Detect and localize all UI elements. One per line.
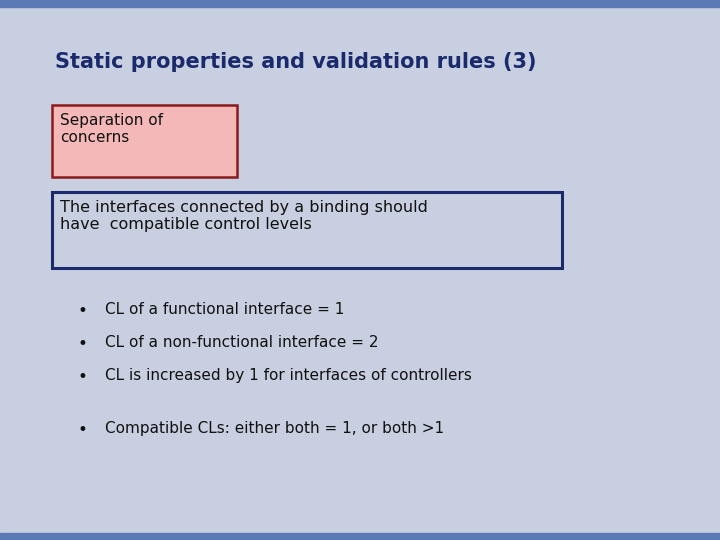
Text: •: • [78,368,88,386]
Text: The interfaces connected by a binding should
have  compatible control levels: The interfaces connected by a binding sh… [60,200,428,232]
Text: •: • [78,302,88,320]
Text: CL of a non-functional interface = 2: CL of a non-functional interface = 2 [105,335,379,350]
Text: •: • [78,335,88,353]
Bar [0,0,720,7]
Text: •: • [78,421,88,439]
Text: Static properties and validation rules (3): Static properties and validation rules (… [55,52,536,72]
Text: Separation of
concerns: Separation of concerns [60,113,163,145]
Text: Compatible CLs: either both = 1, or both >1: Compatible CLs: either both = 1, or both… [105,421,444,436]
Text: CL is increased by 1 for interfaces of controllers: CL is increased by 1 for interfaces of c… [105,368,472,383]
Text: CL of a functional interface = 1: CL of a functional interface = 1 [105,302,344,317]
FancyBboxPatch shape [52,105,237,177]
FancyBboxPatch shape [52,192,562,268]
Bar [0,533,720,540]
